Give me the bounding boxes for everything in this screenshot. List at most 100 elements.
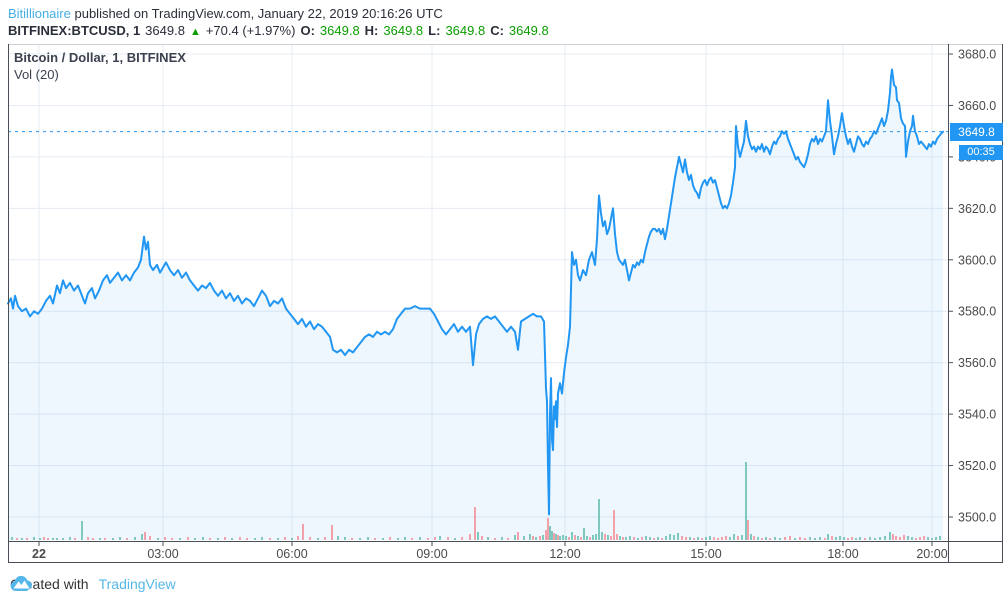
volume-bar-up	[217, 538, 219, 540]
time-tick-label[interactable]: 22	[32, 547, 46, 561]
volume-bar-down	[16, 538, 18, 540]
volume-bar-up	[884, 536, 886, 540]
volume-bar-down	[769, 538, 771, 540]
price-tick-label[interactable]: 3600.0	[958, 253, 996, 267]
volume-bar-up	[595, 534, 597, 540]
volume-bar-down	[903, 535, 905, 540]
volume-bar-down	[26, 538, 28, 540]
volume-bar-down	[494, 538, 496, 540]
volume-bar-down	[47, 538, 49, 540]
volume-bar-down	[641, 537, 643, 540]
ohlc-segment: C:	[490, 23, 504, 38]
volume-bar-up	[477, 532, 479, 540]
legend-volume-indicator[interactable]: Vol (20)	[14, 67, 59, 82]
volume-bar-down	[474, 507, 476, 540]
volume-bar-up	[669, 534, 671, 540]
time-tick-label[interactable]: 15:00	[690, 547, 721, 561]
time-tick-label[interactable]: 12:00	[549, 547, 580, 561]
volume-bar-up	[689, 537, 691, 540]
volume-bar-down	[568, 537, 570, 540]
volume-bar-down	[915, 538, 917, 540]
volume-bar-up	[809, 537, 811, 540]
volume-bar-up	[907, 536, 909, 540]
volume-bar-up	[317, 538, 319, 540]
volume-bar-up	[559, 536, 561, 540]
ohlc-segment: 3649.8	[319, 23, 360, 38]
time-tick-label[interactable]: 18:00	[827, 547, 858, 561]
volume-bar-up	[843, 537, 845, 540]
volume-bar-up	[555, 534, 557, 540]
price-tick-label[interactable]: 3660.0	[958, 99, 996, 113]
volume-bar-up	[52, 538, 54, 540]
volume-bar-up	[697, 537, 699, 540]
price-tick-label[interactable]: 3560.0	[958, 356, 996, 370]
time-tick-label[interactable]: 06:00	[276, 547, 307, 561]
volume-bar-down	[171, 538, 173, 540]
volume-bar-down	[239, 537, 241, 540]
price-tick-label[interactable]: 3580.0	[958, 305, 996, 319]
volume-bar-down	[847, 538, 849, 540]
time-tick-label[interactable]: 09:00	[416, 547, 447, 561]
volume-bar-down	[574, 535, 576, 540]
volume-bar-up	[601, 532, 603, 540]
volume-bar-up	[935, 537, 937, 540]
symbol-ohlc-row: BITFINEX:BTCUSD, 1 3649.8 ▲ +70.4 (+1.97%) O…	[8, 23, 554, 38]
volume-bar-up	[592, 535, 594, 540]
volume-bar-up	[649, 537, 651, 540]
volume-bar-down	[613, 510, 615, 540]
ohlc-segment: 3649.8	[145, 23, 185, 38]
legend-symbol-title[interactable]: Bitcoin / Dollar, 1, BITFINEX	[14, 50, 186, 65]
publish-header: Bitillionaire published on TradingView.c…	[8, 6, 443, 21]
volume-bar-down	[784, 537, 786, 540]
volume-bar-down	[246, 538, 248, 540]
volume-bar-down	[851, 537, 853, 540]
volume-bar-down	[539, 536, 541, 540]
ohlc-segment: 3649.8	[383, 23, 424, 38]
volume-bar-up	[11, 537, 13, 540]
current-price-badge: 3649.8	[950, 123, 1003, 141]
price-tick-label[interactable]: 3520.0	[958, 459, 996, 473]
author-link[interactable]: Bitillionaire	[8, 6, 71, 21]
volume-bar-down	[919, 537, 921, 540]
volume-bar-down	[269, 538, 271, 540]
volume-bar-down	[804, 538, 806, 540]
price-tick-label[interactable]: 3540.0	[958, 408, 996, 422]
volume-bar-up	[39, 538, 41, 540]
volume-bar-down	[481, 536, 483, 540]
time-tick-label[interactable]: 20:00	[916, 547, 947, 561]
volume-bar-down	[685, 537, 687, 540]
volume-bar-down	[653, 538, 655, 540]
volume-bar-down	[824, 538, 826, 540]
price-tick-label[interactable]: 3620.0	[958, 202, 996, 216]
volume-bar-up	[549, 526, 551, 540]
time-tick-label[interactable]: 03:00	[147, 547, 178, 561]
tradingview-brand-link[interactable]: TradingView	[98, 576, 176, 592]
publish-info: published on TradingView.com, January 22…	[70, 6, 443, 21]
volume-bar-down	[557, 535, 559, 540]
volume-bar-up	[598, 499, 600, 540]
volume-bar-down	[831, 536, 833, 540]
volume-bar-up	[586, 536, 588, 540]
price-tick-label[interactable]: 3680.0	[958, 48, 996, 62]
volume-bar-down	[701, 538, 703, 540]
volume-bar-up	[291, 538, 293, 540]
volume-bar-up	[261, 537, 263, 540]
volume-bar-down	[547, 518, 549, 540]
volume-bar-up	[99, 538, 101, 540]
volume-bar-down	[532, 536, 534, 540]
ohlc-segment: 3649.8	[508, 23, 549, 38]
volume-bar-up	[112, 538, 114, 540]
bar-countdown-badge: 00:35	[959, 145, 1003, 160]
volume-bar-up	[665, 536, 667, 540]
volume-bar-down	[324, 537, 326, 540]
ohlc-segment: ▲	[189, 26, 201, 38]
volume-bar-up	[337, 536, 339, 540]
volume-bar-up	[397, 538, 399, 540]
ohlc-segment: O:	[300, 23, 315, 38]
price-tick-label[interactable]: 3500.0	[958, 511, 996, 525]
price-area-fill	[8, 69, 943, 541]
volume-bar-up	[705, 537, 707, 540]
volume-bar-up	[565, 536, 567, 540]
volume-bar-up	[879, 537, 881, 540]
